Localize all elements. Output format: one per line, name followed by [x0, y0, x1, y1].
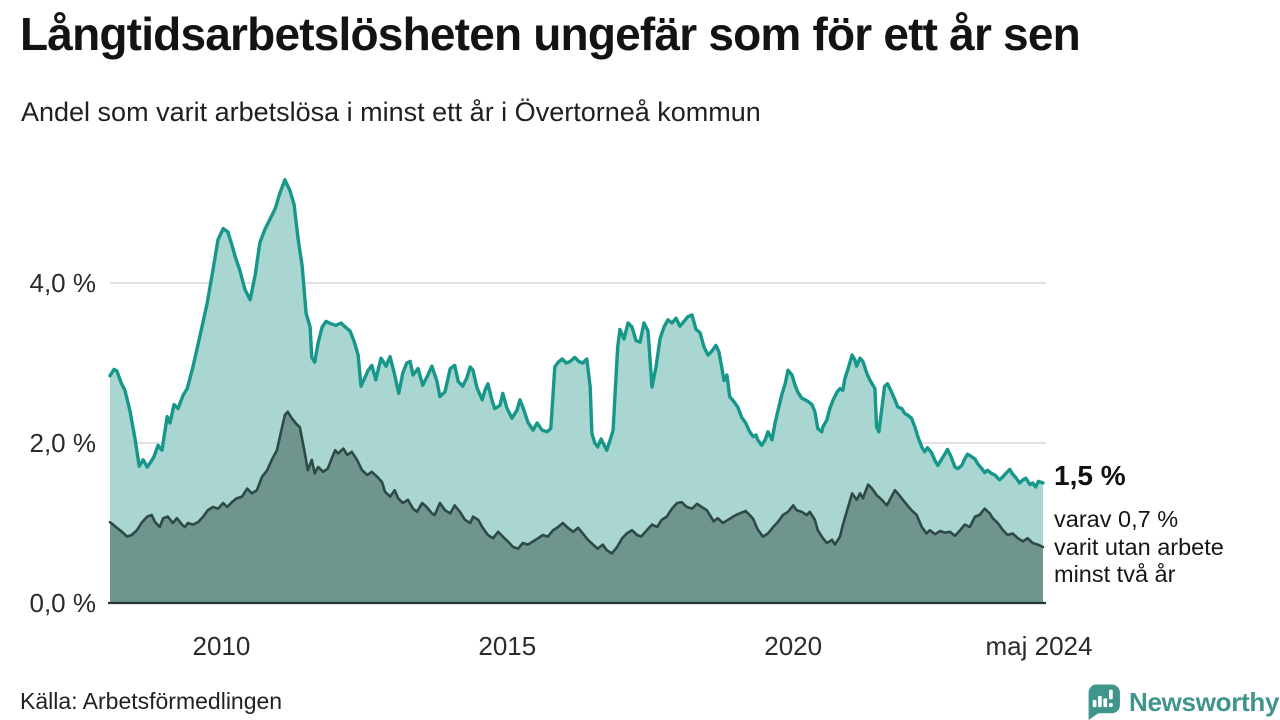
- newsworthy-logo: Newsworthy: [1085, 684, 1279, 720]
- detail-line: varit utan arbete: [1054, 533, 1224, 560]
- page-subtitle: Andel som varit arbetslösa i minst ett å…: [21, 97, 761, 127]
- series-end-detail-label: varav 0,7 % varit utan arbete minst två …: [1054, 506, 1224, 589]
- y-axis-tick-label: 0,0 %: [29, 588, 97, 618]
- detail-line: varav 0,7 %: [1054, 506, 1179, 532]
- x-axis-tick-label: 2015: [478, 631, 537, 661]
- newsworthy-wordmark: Newsworthy: [1129, 686, 1280, 717]
- detail-line: minst två år: [1054, 561, 1176, 587]
- y-axis-tick-label: 2,0 %: [29, 428, 97, 458]
- x-axis-tick-label: 2010: [192, 631, 251, 661]
- series-end-value-label: 1,5 %: [1054, 460, 1126, 491]
- newsworthy-speech-bubble-bar-chart-icon: [1088, 684, 1120, 720]
- x-axis-tick-label: 2020: [764, 631, 823, 661]
- y-axis-tick-label: 4,0 %: [29, 268, 97, 298]
- page-title: Långtidsarbetslösheten ungefär som för e…: [20, 8, 1081, 60]
- source-credit: Källa: Arbetsförmedlingen: [20, 688, 283, 714]
- x-axis-tick-label: maj 2024: [985, 631, 1093, 661]
